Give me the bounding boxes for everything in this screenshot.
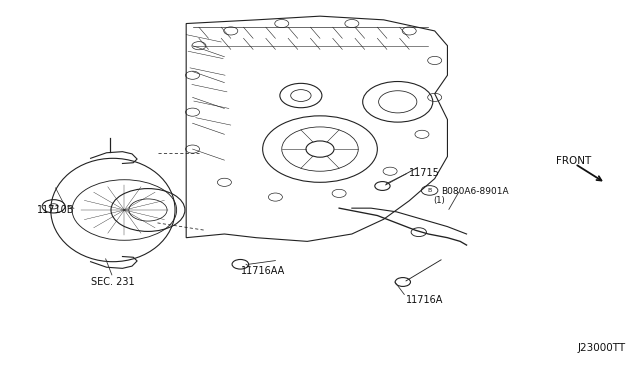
Text: J23000TT: J23000TT — [578, 343, 626, 353]
Text: B: B — [428, 188, 432, 193]
Text: 11710B: 11710B — [37, 205, 75, 215]
Text: 11715: 11715 — [409, 168, 440, 178]
Text: SEC. 231: SEC. 231 — [91, 277, 134, 287]
Text: 11716AA: 11716AA — [241, 266, 285, 276]
Text: B080A6-8901A: B080A6-8901A — [441, 187, 509, 196]
Text: (1): (1) — [433, 196, 445, 205]
Text: FRONT: FRONT — [556, 156, 591, 166]
Text: 11716A: 11716A — [406, 295, 444, 305]
